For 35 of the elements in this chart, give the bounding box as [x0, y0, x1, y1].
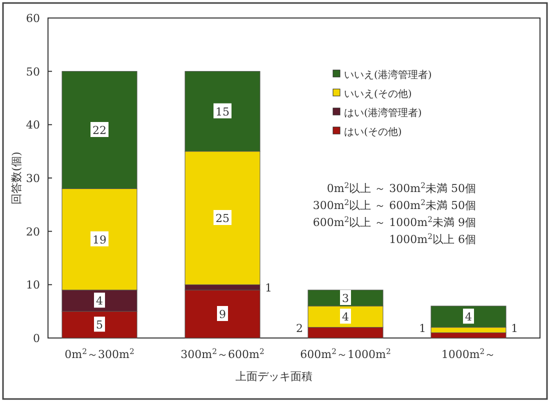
legend-label: いいえ(その他)	[344, 88, 412, 100]
data-label: 2	[296, 322, 303, 335]
data-label: 3	[342, 292, 349, 305]
data-label: 1	[265, 281, 272, 294]
y-axis-title: 回答数(個)	[10, 152, 23, 204]
data-label: 1	[419, 322, 426, 335]
annotation: 300m$^{2}$以上 ～ 600m$^{2}$未満 50個	[312, 198, 476, 212]
annotation: 0m$^{2}$以上 ～ 300m$^{2}$未満 50個	[326, 180, 476, 195]
annotation: 600m$^{2}$以上 ～ 1000m$^{2}$未満 9個	[312, 214, 476, 229]
annotation: 1000m$^{2}$以上 6個	[389, 232, 476, 246]
data-label: 4	[342, 310, 349, 324]
data-label: 22	[92, 124, 106, 137]
y-tick-label: 20	[26, 225, 40, 238]
x-tick-label: 0m$^{2}$～300m$^{2}$	[64, 346, 134, 361]
legend-label: はい(港湾管理者)	[344, 107, 422, 119]
data-label: 15	[216, 105, 230, 118]
data-label: 9	[219, 308, 226, 321]
legend-label: いいえ(港湾管理者)	[344, 69, 432, 81]
data-label: 4	[465, 310, 472, 324]
y-tick-label: 50	[26, 65, 40, 78]
data-label: 19	[92, 233, 106, 246]
y-tick-label: 0	[33, 332, 40, 345]
x-tick-label: 1000m$^{2}$～	[441, 346, 496, 361]
x-tick-label: 600m$^{2}$～1000m$^{2}$	[300, 346, 391, 361]
data-label: 5	[96, 318, 103, 332]
y-tick-label: 40	[26, 118, 40, 132]
data-label: 1	[511, 322, 518, 335]
x-axis-title: 上面デッキ面積	[236, 370, 312, 383]
y-tick-label: 30	[26, 172, 40, 185]
y-tick-label: 10	[26, 278, 40, 292]
x-tick-label: 300m$^{2}$～600m$^{2}$	[180, 346, 264, 361]
y-tick-label: 60	[26, 12, 40, 25]
legend-label: はい(その他)	[344, 126, 402, 138]
data-label: 25	[216, 212, 230, 225]
data-label: 4	[96, 294, 103, 308]
